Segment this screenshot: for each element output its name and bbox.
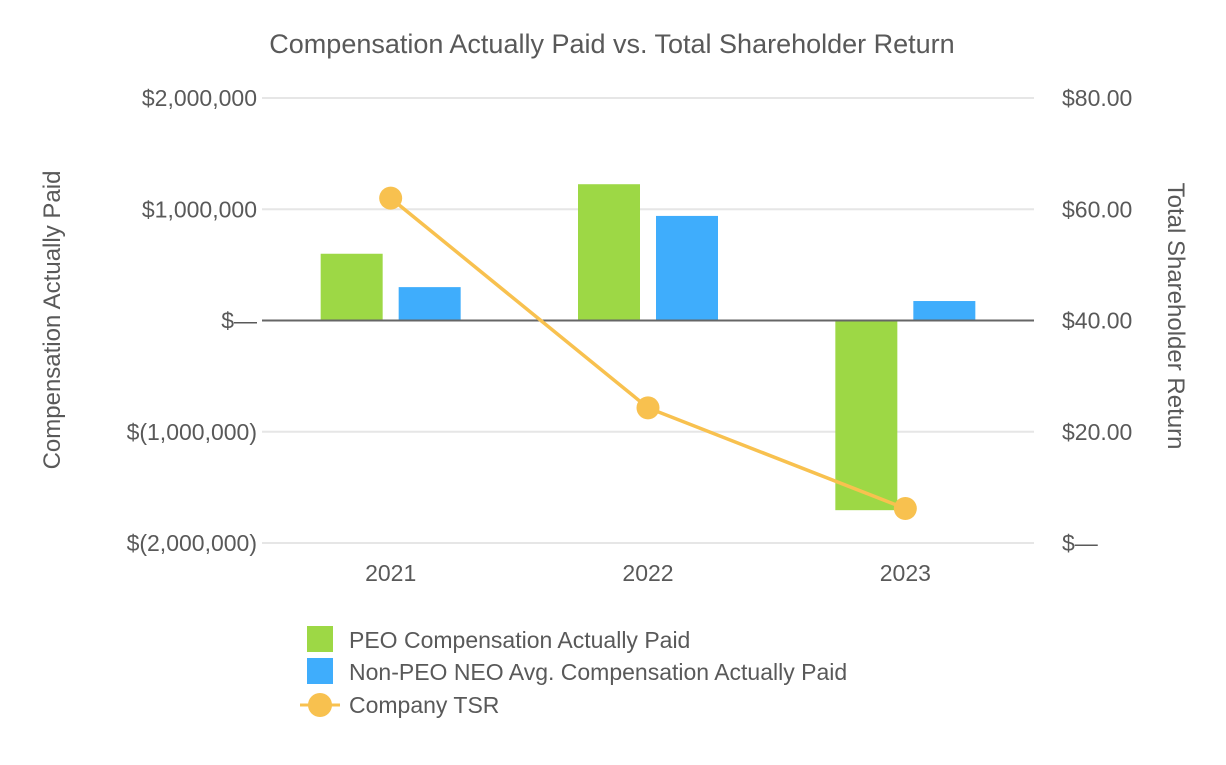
tsr-line xyxy=(379,186,917,521)
y2-tick-label: $80.00 xyxy=(1062,85,1132,111)
bars xyxy=(320,184,976,511)
tsr-line-path xyxy=(389,196,906,511)
right-axis-title: Total Shareholder Return xyxy=(1162,183,1189,450)
x-tick-label: 2022 xyxy=(622,560,673,586)
bar-peo-2022 xyxy=(578,184,640,321)
legend-label-peo: PEO Compensation Actually Paid xyxy=(349,627,690,653)
x-tick-label: 2023 xyxy=(880,560,931,586)
legend-swatch-peo xyxy=(307,626,333,652)
y2-tick-label: $— xyxy=(1062,530,1098,556)
legend: PEO Compensation Actually Paid Non-PEO N… xyxy=(300,626,847,718)
bar-peo-2021 xyxy=(320,253,383,321)
bar-non-peo-2021 xyxy=(398,287,461,321)
y2-tick-label: $60.00 xyxy=(1062,196,1132,222)
y-tick-label: $2,000,000 xyxy=(142,85,257,111)
legend-swatch-non-peo xyxy=(307,658,333,684)
right-axis-ticks: $80.00 $60.00 $40.00 $20.00 $— xyxy=(1062,85,1132,556)
left-axis-ticks: $2,000,000 $1,000,000 $— $(1,000,000) $(2,00… xyxy=(127,85,257,556)
legend-swatch-tsr-marker xyxy=(308,693,332,717)
left-axis-title: Compensation Actually Paid xyxy=(39,171,66,470)
legend-label-non-peo: Non-PEO NEO Avg. Compensation Actually P… xyxy=(349,659,847,685)
y-tick-label: $(2,000,000) xyxy=(127,530,257,556)
bar-non-peo-2022 xyxy=(656,215,718,321)
tsr-point-2021 xyxy=(379,186,403,210)
y-tick-label: $1,000,000 xyxy=(142,196,257,222)
tsr-point-2022 xyxy=(636,396,660,420)
legend-label-tsr: Company TSR xyxy=(349,692,499,718)
y-tick-label: $— xyxy=(221,308,257,334)
y2-tick-label: $20.00 xyxy=(1062,419,1132,445)
x-tick-label: 2021 xyxy=(365,560,416,586)
chart-title: Compensation Actually Paid vs. Total Sha… xyxy=(269,29,954,59)
y-tick-label: $(1,000,000) xyxy=(127,419,257,445)
y2-tick-label: $40.00 xyxy=(1062,308,1132,334)
x-axis-ticks: 2021 2022 2023 xyxy=(365,560,931,586)
bar-peo-2023 xyxy=(835,320,898,511)
bar-non-peo-2023 xyxy=(913,301,976,321)
tsr-point-2023 xyxy=(893,497,917,521)
